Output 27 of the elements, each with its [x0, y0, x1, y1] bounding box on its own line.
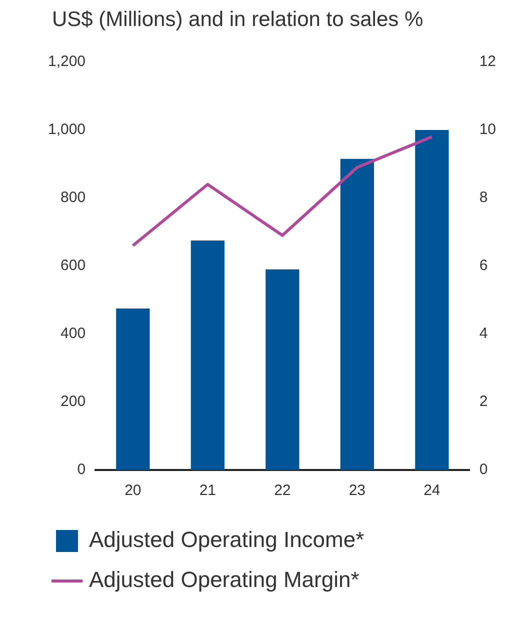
- y-tick-label: 1,000: [48, 121, 86, 138]
- y2-tick-label: 0: [479, 461, 488, 478]
- bar: [415, 130, 449, 470]
- y2-tick-label: 8: [479, 189, 488, 206]
- y2-tick-label: 6: [479, 257, 488, 274]
- y-tick-label: 800: [60, 189, 86, 206]
- chart-title: US$ (Millions) and in relation to sales %: [52, 8, 424, 32]
- y2-tick-label: 10: [479, 121, 496, 138]
- legend-label: Adjusted Operating Margin*: [89, 567, 360, 592]
- y-tick-label: 600: [60, 257, 86, 274]
- y2-tick-label: 4: [479, 325, 488, 342]
- x-tick-label: 23: [348, 482, 366, 500]
- bar: [116, 308, 150, 470]
- y-tick-label: 200: [60, 393, 86, 410]
- legend-label: Adjusted Operating Income*: [89, 527, 365, 552]
- x-tick-label: 22: [274, 482, 291, 500]
- bar: [266, 269, 300, 470]
- bar: [190, 240, 224, 470]
- y-tick-label: 400: [60, 325, 86, 342]
- y-tick-label: 0: [77, 461, 86, 478]
- x-tick-label: 24: [424, 482, 440, 500]
- x-tick-label: 21: [199, 482, 216, 500]
- x-tick-label: 20: [124, 482, 142, 500]
- bar: [340, 158, 374, 470]
- y2-tick-label: 2: [479, 393, 488, 410]
- y2-tick-label: 12: [479, 53, 496, 70]
- y-tick-label: 1,200: [48, 53, 86, 70]
